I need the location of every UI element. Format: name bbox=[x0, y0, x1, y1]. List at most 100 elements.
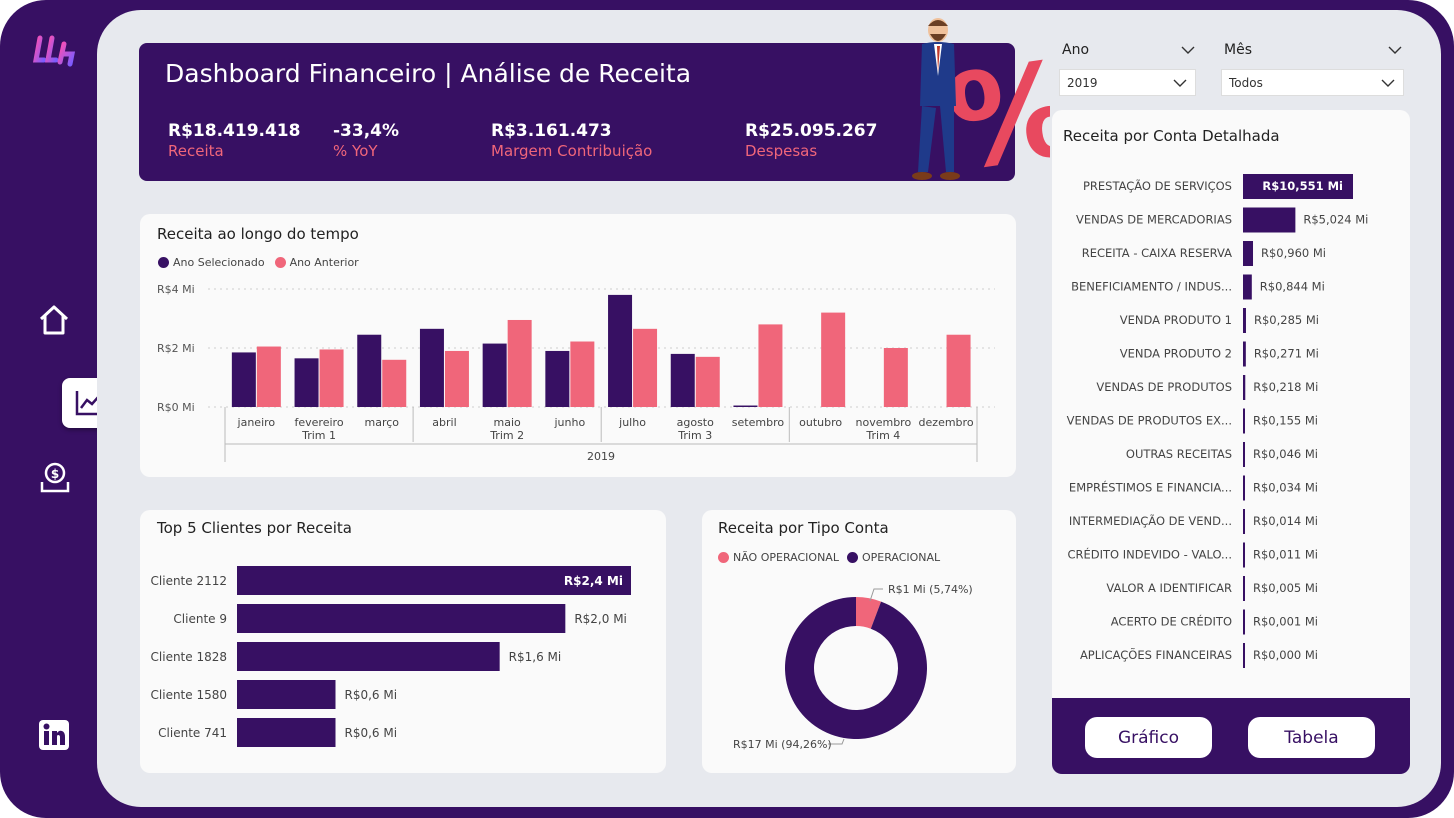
data-label: R$5,024 Mi bbox=[1303, 213, 1368, 227]
card-title: Receita por Tipo Conta bbox=[718, 519, 889, 537]
x-tick-label: outubro bbox=[799, 416, 842, 429]
account-bar bbox=[1243, 442, 1245, 467]
account-bar bbox=[1243, 174, 1353, 199]
client-bar bbox=[237, 718, 336, 747]
kpi-value: R$3.161.473 bbox=[491, 121, 612, 141]
bar-selected bbox=[357, 334, 382, 407]
data-label: R$0,011 Mi bbox=[1253, 548, 1318, 562]
client-bar bbox=[237, 604, 566, 633]
chevron-down-icon[interactable] bbox=[1388, 46, 1402, 55]
chevron-down-icon[interactable] bbox=[1181, 46, 1195, 55]
linkedin-icon[interactable] bbox=[32, 713, 76, 757]
account-label: VENDA PRODUTO 1 bbox=[1120, 313, 1232, 327]
receita-tempo-card: Receita ao longo do tempo Ano Selecionad… bbox=[140, 214, 1016, 477]
bar-previous bbox=[382, 359, 407, 407]
bar-selected bbox=[608, 294, 633, 407]
bar-previous bbox=[633, 328, 658, 407]
account-bar bbox=[1243, 475, 1245, 501]
filter-mes-dropdown[interactable]: Todos bbox=[1221, 69, 1404, 96]
account-bar bbox=[1243, 542, 1245, 568]
year-label: 2019 bbox=[587, 450, 615, 463]
page-title: Dashboard Financeiro | Análise de Receit… bbox=[165, 59, 692, 88]
data-label: R$0,6 Mi bbox=[345, 688, 398, 702]
data-label: R$1 Mi (5,74%) bbox=[888, 583, 973, 596]
account-bar bbox=[1243, 308, 1246, 333]
x-tick-label: junho bbox=[553, 416, 585, 429]
account-bar bbox=[1243, 241, 1254, 266]
data-label: R$0,155 Mi bbox=[1253, 414, 1318, 428]
client-label: Cliente 741 bbox=[158, 726, 227, 740]
account-label: VALOR A IDENTIFICAR bbox=[1106, 581, 1232, 595]
kpi-value: -33,4% bbox=[333, 121, 400, 141]
x-tick-label: setembro bbox=[732, 416, 785, 429]
conta-detalhada-card: Receita por Conta Detalhada PRESTAÇÃO DE… bbox=[1052, 110, 1410, 774]
x-tick-label: julho bbox=[618, 416, 646, 429]
x-tick-label: maio bbox=[494, 416, 522, 429]
grafico-button[interactable]: Gráfico bbox=[1085, 717, 1212, 758]
home-icon[interactable] bbox=[32, 298, 76, 342]
data-label: R$1,6 Mi bbox=[509, 650, 562, 664]
card-title: Receita ao longo do tempo bbox=[157, 225, 359, 243]
bar-selected bbox=[419, 328, 444, 407]
bar-previous bbox=[758, 324, 783, 407]
client-label: Cliente 2112 bbox=[151, 574, 227, 588]
account-bar bbox=[1243, 509, 1245, 534]
bar-previous bbox=[946, 334, 971, 407]
top-clientes-chart: Cliente 2112 R$2,4 Mi Cliente 9 R$2,0 Mi Cli… bbox=[151, 566, 631, 747]
data-label: R$0,005 Mi bbox=[1253, 581, 1318, 595]
legend-dot bbox=[718, 552, 729, 563]
data-label: R$0,844 Mi bbox=[1260, 280, 1325, 294]
chevron-down-icon bbox=[1381, 79, 1395, 87]
data-label: R$0,6 Mi bbox=[345, 726, 398, 740]
tipo-conta-card: Receita por Tipo Conta NÃO OPERACIONAL O… bbox=[702, 510, 1016, 773]
x-tick-label: fevereiro bbox=[295, 416, 344, 429]
account-label: OUTRAS RECEITAS bbox=[1126, 447, 1232, 461]
account-bar bbox=[1243, 576, 1245, 601]
quarter-label: Trim 2 bbox=[489, 429, 524, 442]
x-tick-label: dezembro bbox=[919, 416, 974, 429]
data-label: R$17 Mi (94,26%) bbox=[733, 738, 832, 751]
client-label: Cliente 9 bbox=[173, 612, 227, 626]
y-tick-label: R$0 Mi bbox=[157, 401, 195, 414]
data-label: R$0,285 Mi bbox=[1254, 313, 1319, 327]
legend-label: Ano Selecionado bbox=[173, 256, 265, 269]
account-label: PRESTAÇÃO DE SERVIÇOS bbox=[1083, 178, 1232, 193]
client-bar bbox=[237, 680, 336, 709]
account-label: VENDAS DE PRODUTOS bbox=[1096, 380, 1232, 394]
data-label: R$0,960 Mi bbox=[1261, 246, 1326, 260]
chart-legend: Ano Selecionado Ano Anterior bbox=[158, 256, 359, 269]
kpi-label: % YoY bbox=[333, 142, 378, 160]
account-label: CRÉDITO INDEVIDO - VALO... bbox=[1067, 547, 1232, 562]
filter-ano-label: Ano bbox=[1062, 42, 1090, 58]
bar-selected bbox=[670, 353, 695, 407]
kpi-value: R$25.095.267 bbox=[745, 121, 878, 141]
conta-detalhada-chart: PRESTAÇÃO DE SERVIÇOS R$10,551 Mi VENDAS D… bbox=[1067, 174, 1368, 668]
donut-slice bbox=[856, 597, 882, 629]
data-label: R$2,4 Mi bbox=[564, 574, 623, 588]
money-icon[interactable]: $ bbox=[33, 455, 77, 499]
legend-label: Ano Anterior bbox=[289, 256, 359, 269]
data-label: R$10,551 Mi bbox=[1262, 179, 1343, 193]
x-tick-label: abril bbox=[432, 416, 456, 429]
bar-previous bbox=[821, 312, 846, 407]
kpi-label: Despesas bbox=[745, 142, 818, 160]
account-bar bbox=[1243, 643, 1245, 668]
filter-ano-value: 2019 bbox=[1067, 76, 1098, 90]
donut-slice bbox=[785, 597, 927, 739]
filter-mes-value: Todos bbox=[1229, 76, 1263, 90]
account-label: VENDAS DE PRODUTOS EX... bbox=[1067, 414, 1232, 428]
account-bar bbox=[1243, 609, 1245, 635]
tabela-button[interactable]: Tabela bbox=[1248, 717, 1375, 758]
account-label: EMPRÉSTIMOS E FINANCIA... bbox=[1069, 480, 1232, 495]
logo-icon bbox=[33, 35, 76, 67]
account-label: RECEITA - CAIXA RESERVA bbox=[1082, 246, 1232, 260]
quarter-label: Trim 3 bbox=[677, 429, 712, 442]
y-tick-label: R$4 Mi bbox=[157, 283, 195, 296]
bar-previous bbox=[444, 350, 469, 407]
legend-dot bbox=[158, 257, 169, 268]
x-tick-label: novembro bbox=[856, 416, 912, 429]
filter-ano-dropdown[interactable]: 2019 bbox=[1059, 69, 1196, 96]
account-bar bbox=[1243, 375, 1246, 400]
data-label: R$0,001 Mi bbox=[1253, 615, 1318, 629]
account-label: APLICAÇÕES FINANCEIRAS bbox=[1080, 647, 1232, 662]
